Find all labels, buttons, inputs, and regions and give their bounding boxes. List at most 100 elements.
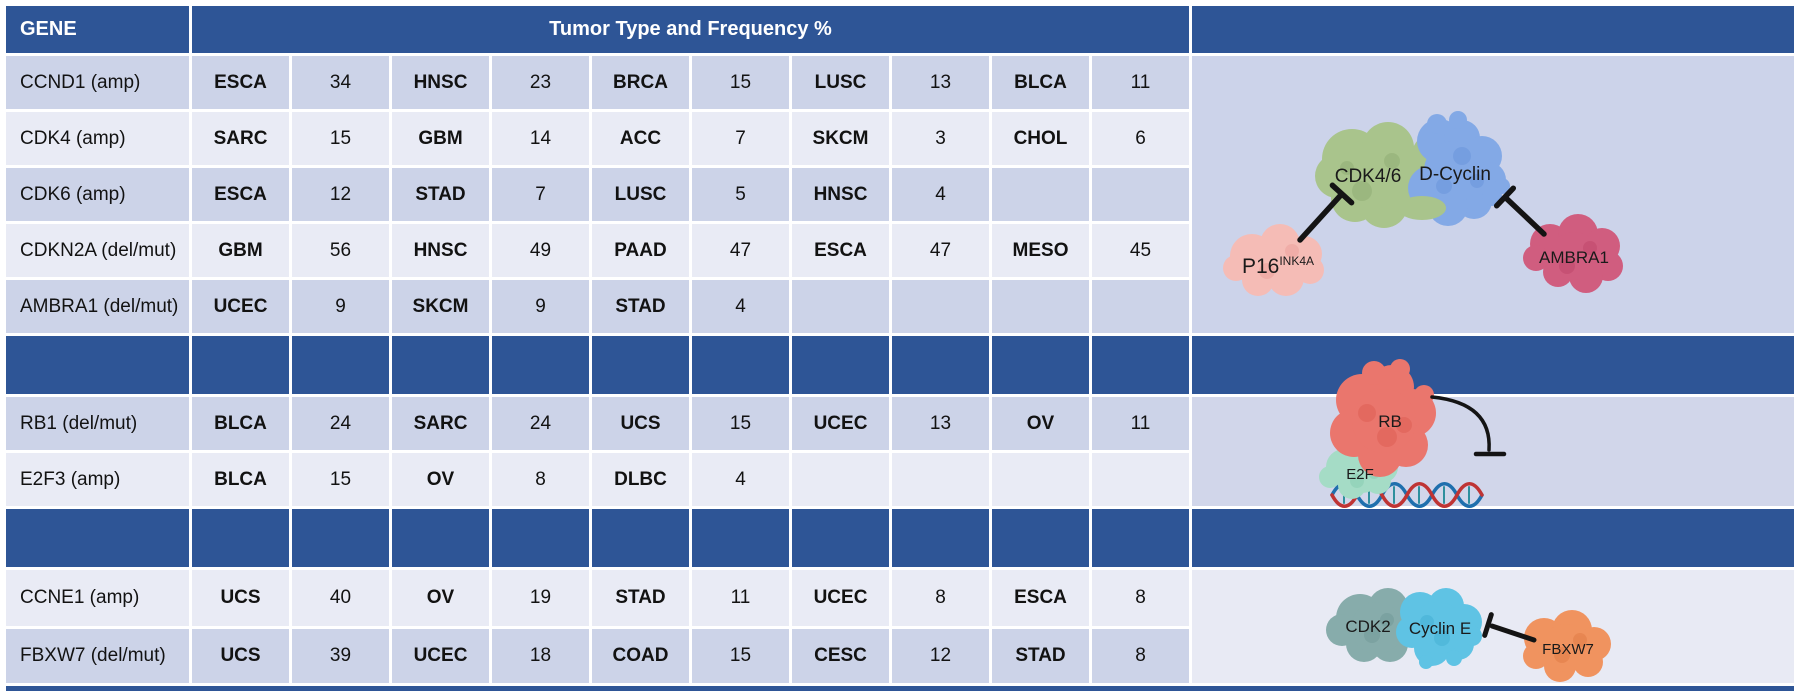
tumor-cell: GBM <box>392 112 489 165</box>
header-gene: GENE <box>6 6 189 53</box>
tumor-cell: OV <box>392 453 489 506</box>
p16-inhibition-tbar-icon <box>1297 182 1355 243</box>
gene-cell: CDK6 (amp) <box>6 168 189 221</box>
ambra1-inhibition-tbar-icon <box>1493 185 1547 237</box>
freq-cell: 9 <box>492 280 589 333</box>
tumor-cell: GBM <box>192 224 289 277</box>
freq-cell <box>892 453 989 506</box>
gene-cell: CDK4 (amp) <box>6 112 189 165</box>
tumor-cell: LUSC <box>592 168 689 221</box>
tumor-cell: BLCA <box>192 453 289 506</box>
separator-cell <box>592 336 689 394</box>
dcyclin-label: D-Cyclin <box>1419 164 1491 185</box>
header-tumor-frequency: Tumor Type and Frequency % <box>192 6 1189 53</box>
separator-cell <box>492 336 589 394</box>
freq-cell: 39 <box>292 629 389 683</box>
rb-protein-blob <box>1330 359 1436 477</box>
gene-cell: CDKN2A (del/mut) <box>6 224 189 277</box>
freq-cell: 19 <box>492 570 589 626</box>
rb-label: RB <box>1378 412 1402 431</box>
tumor-cell: PAAD <box>592 224 689 277</box>
freq-cell <box>892 280 989 333</box>
tumor-cell: SKCM <box>792 112 889 165</box>
tumor-cell: OV <box>392 570 489 626</box>
tumor-cell <box>992 168 1089 221</box>
gene-cell: FBXW7 (del/mut) <box>6 629 189 683</box>
tumor-cell: ESCA <box>192 56 289 109</box>
separator-cell <box>292 336 389 394</box>
fbxw7-protein-blob <box>1523 610 1611 682</box>
fbxw7-label: FBXW7 <box>1542 641 1594 658</box>
illustration-panel-ccne: CDK2 Cyclin E FBXW7 <box>1192 570 1794 683</box>
tumor-cell: COAD <box>592 629 689 683</box>
gene-cell: E2F3 (amp) <box>6 453 189 506</box>
freq-cell: 9 <box>292 280 389 333</box>
freq-cell <box>1092 280 1189 333</box>
separator-cell <box>792 509 889 567</box>
freq-cell: 8 <box>1092 629 1189 683</box>
gene-cell: AMBRA1 (del/mut) <box>6 280 189 333</box>
freq-cell: 15 <box>692 629 789 683</box>
tumor-cell: BLCA <box>192 397 289 450</box>
tumor-cell <box>792 453 889 506</box>
tumor-cell <box>992 453 1089 506</box>
freq-cell: 15 <box>292 112 389 165</box>
cycline-protein-blob <box>1396 588 1482 669</box>
freq-cell: 23 <box>492 56 589 109</box>
separator-cell <box>1192 336 1794 394</box>
gene-cell: CCNE1 (amp) <box>6 570 189 626</box>
separator-cell <box>792 336 889 394</box>
p16-label: P16INK4A <box>1242 254 1314 278</box>
separator-cell <box>992 509 1089 567</box>
separator-cell <box>692 509 789 567</box>
header-illustration-spacer <box>1192 6 1794 53</box>
freq-cell <box>1092 453 1189 506</box>
freq-cell: 8 <box>1092 570 1189 626</box>
freq-cell: 56 <box>292 224 389 277</box>
freq-cell: 24 <box>292 397 389 450</box>
tumor-cell: BRCA <box>592 56 689 109</box>
tumor-cell: ESCA <box>792 224 889 277</box>
separator-cell <box>6 509 189 567</box>
separator-cell <box>892 509 989 567</box>
freq-cell: 12 <box>892 629 989 683</box>
separator-cell <box>192 336 289 394</box>
tumor-cell: HNSC <box>392 224 489 277</box>
gene-cell: CCND1 (amp) <box>6 56 189 109</box>
separator-cell <box>392 509 489 567</box>
tumor-cell: ESCA <box>192 168 289 221</box>
fbxw7-inhibition-tbar-icon <box>1482 612 1537 643</box>
cdk46-front-lobe <box>1398 196 1446 220</box>
tumor-cell <box>792 280 889 333</box>
tumor-cell: UCS <box>592 397 689 450</box>
separator-cell <box>1092 509 1189 567</box>
freq-cell: 47 <box>892 224 989 277</box>
separator-cell <box>6 336 189 394</box>
freq-cell: 13 <box>892 397 989 450</box>
tumor-cell: BLCA <box>992 56 1089 109</box>
ambra1-label: AMBRA1 <box>1539 248 1609 267</box>
cdk46-diagram: CDK4/6 D-Cyclin P16INK4A AMBRA1 <box>1223 111 1623 296</box>
freq-cell: 4 <box>892 168 989 221</box>
tumor-cell: STAD <box>392 168 489 221</box>
freq-cell: 7 <box>492 168 589 221</box>
separator-cell <box>192 509 289 567</box>
tumor-cell: UCEC <box>792 397 889 450</box>
freq-cell: 7 <box>692 112 789 165</box>
freq-cell: 11 <box>692 570 789 626</box>
separator-cell <box>1092 336 1189 394</box>
tumor-cell: OV <box>992 397 1089 450</box>
tumor-cell: UCS <box>192 570 289 626</box>
tumor-cell: MESO <box>992 224 1089 277</box>
tumor-cell <box>992 280 1089 333</box>
freq-cell: 47 <box>692 224 789 277</box>
tumor-cell: STAD <box>592 280 689 333</box>
tumor-cell: HNSC <box>392 56 489 109</box>
separator-cell <box>692 336 789 394</box>
dcyclin-protein-blob <box>1408 111 1510 226</box>
rb-diagram: RB E2F <box>1319 359 1507 508</box>
freq-cell: 5 <box>692 168 789 221</box>
rb-repression-tbar-icon <box>1430 395 1507 457</box>
separator-cell <box>1192 509 1794 567</box>
illustration-panel-cdk46: CDK4/6 D-Cyclin P16INK4A AMBRA1 <box>1192 56 1794 333</box>
